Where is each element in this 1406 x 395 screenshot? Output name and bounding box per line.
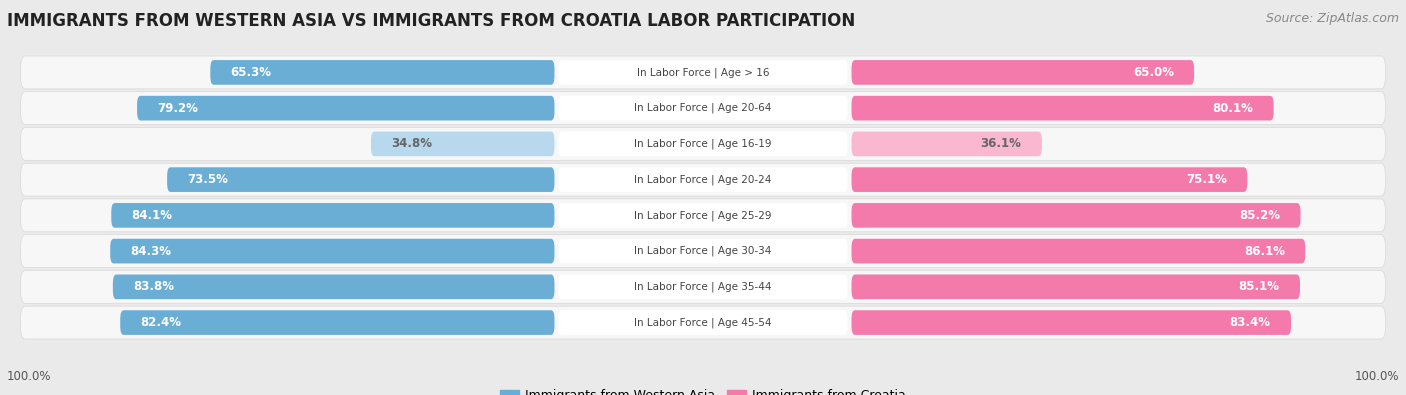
Text: In Labor Force | Age 35-44: In Labor Force | Age 35-44 [634,282,772,292]
FancyBboxPatch shape [558,96,848,120]
Text: In Labor Force | Age 30-34: In Labor Force | Age 30-34 [634,246,772,256]
FancyBboxPatch shape [112,275,554,299]
Text: 100.0%: 100.0% [1354,370,1399,383]
Text: 36.1%: 36.1% [980,137,1022,150]
FancyBboxPatch shape [852,310,1291,335]
Text: In Labor Force | Age 20-24: In Labor Force | Age 20-24 [634,174,772,185]
FancyBboxPatch shape [852,275,1301,299]
Text: 100.0%: 100.0% [7,370,52,383]
FancyBboxPatch shape [852,132,1042,156]
FancyBboxPatch shape [558,167,848,192]
FancyBboxPatch shape [371,132,554,156]
FancyBboxPatch shape [21,306,1385,339]
FancyBboxPatch shape [21,163,1385,196]
Text: 85.1%: 85.1% [1239,280,1279,293]
FancyBboxPatch shape [21,56,1385,89]
Text: 65.0%: 65.0% [1133,66,1174,79]
Text: In Labor Force | Age 25-29: In Labor Force | Age 25-29 [634,210,772,221]
FancyBboxPatch shape [852,239,1305,263]
Text: IMMIGRANTS FROM WESTERN ASIA VS IMMIGRANTS FROM CROATIA LABOR PARTICIPATION: IMMIGRANTS FROM WESTERN ASIA VS IMMIGRAN… [7,12,855,30]
Text: 84.1%: 84.1% [132,209,173,222]
Text: 85.2%: 85.2% [1239,209,1281,222]
FancyBboxPatch shape [21,235,1385,267]
Text: 83.8%: 83.8% [134,280,174,293]
FancyBboxPatch shape [852,203,1301,228]
FancyBboxPatch shape [167,167,554,192]
FancyBboxPatch shape [558,275,848,299]
Text: 83.4%: 83.4% [1230,316,1271,329]
FancyBboxPatch shape [121,310,554,335]
Text: In Labor Force | Age 45-54: In Labor Force | Age 45-54 [634,317,772,328]
FancyBboxPatch shape [211,60,554,85]
Text: 79.2%: 79.2% [157,102,198,115]
FancyBboxPatch shape [852,167,1247,192]
FancyBboxPatch shape [110,239,554,263]
Text: In Labor Force | Age > 16: In Labor Force | Age > 16 [637,67,769,78]
FancyBboxPatch shape [558,60,848,85]
Text: In Labor Force | Age 20-64: In Labor Force | Age 20-64 [634,103,772,113]
FancyBboxPatch shape [136,96,554,120]
Text: 65.3%: 65.3% [231,66,271,79]
Text: 86.1%: 86.1% [1244,245,1285,258]
Text: 73.5%: 73.5% [187,173,228,186]
Text: 34.8%: 34.8% [391,137,432,150]
FancyBboxPatch shape [21,199,1385,232]
FancyBboxPatch shape [558,310,848,335]
Text: 80.1%: 80.1% [1212,102,1253,115]
Text: 84.3%: 84.3% [131,245,172,258]
Text: 75.1%: 75.1% [1187,173,1227,186]
FancyBboxPatch shape [558,239,848,263]
FancyBboxPatch shape [558,132,848,156]
FancyBboxPatch shape [111,203,554,228]
FancyBboxPatch shape [21,271,1385,303]
FancyBboxPatch shape [21,92,1385,124]
Text: 82.4%: 82.4% [141,316,181,329]
FancyBboxPatch shape [21,128,1385,160]
FancyBboxPatch shape [852,60,1194,85]
Text: In Labor Force | Age 16-19: In Labor Force | Age 16-19 [634,139,772,149]
FancyBboxPatch shape [558,203,848,228]
Text: Source: ZipAtlas.com: Source: ZipAtlas.com [1265,12,1399,25]
Legend: Immigrants from Western Asia, Immigrants from Croatia: Immigrants from Western Asia, Immigrants… [495,384,911,395]
FancyBboxPatch shape [852,96,1274,120]
